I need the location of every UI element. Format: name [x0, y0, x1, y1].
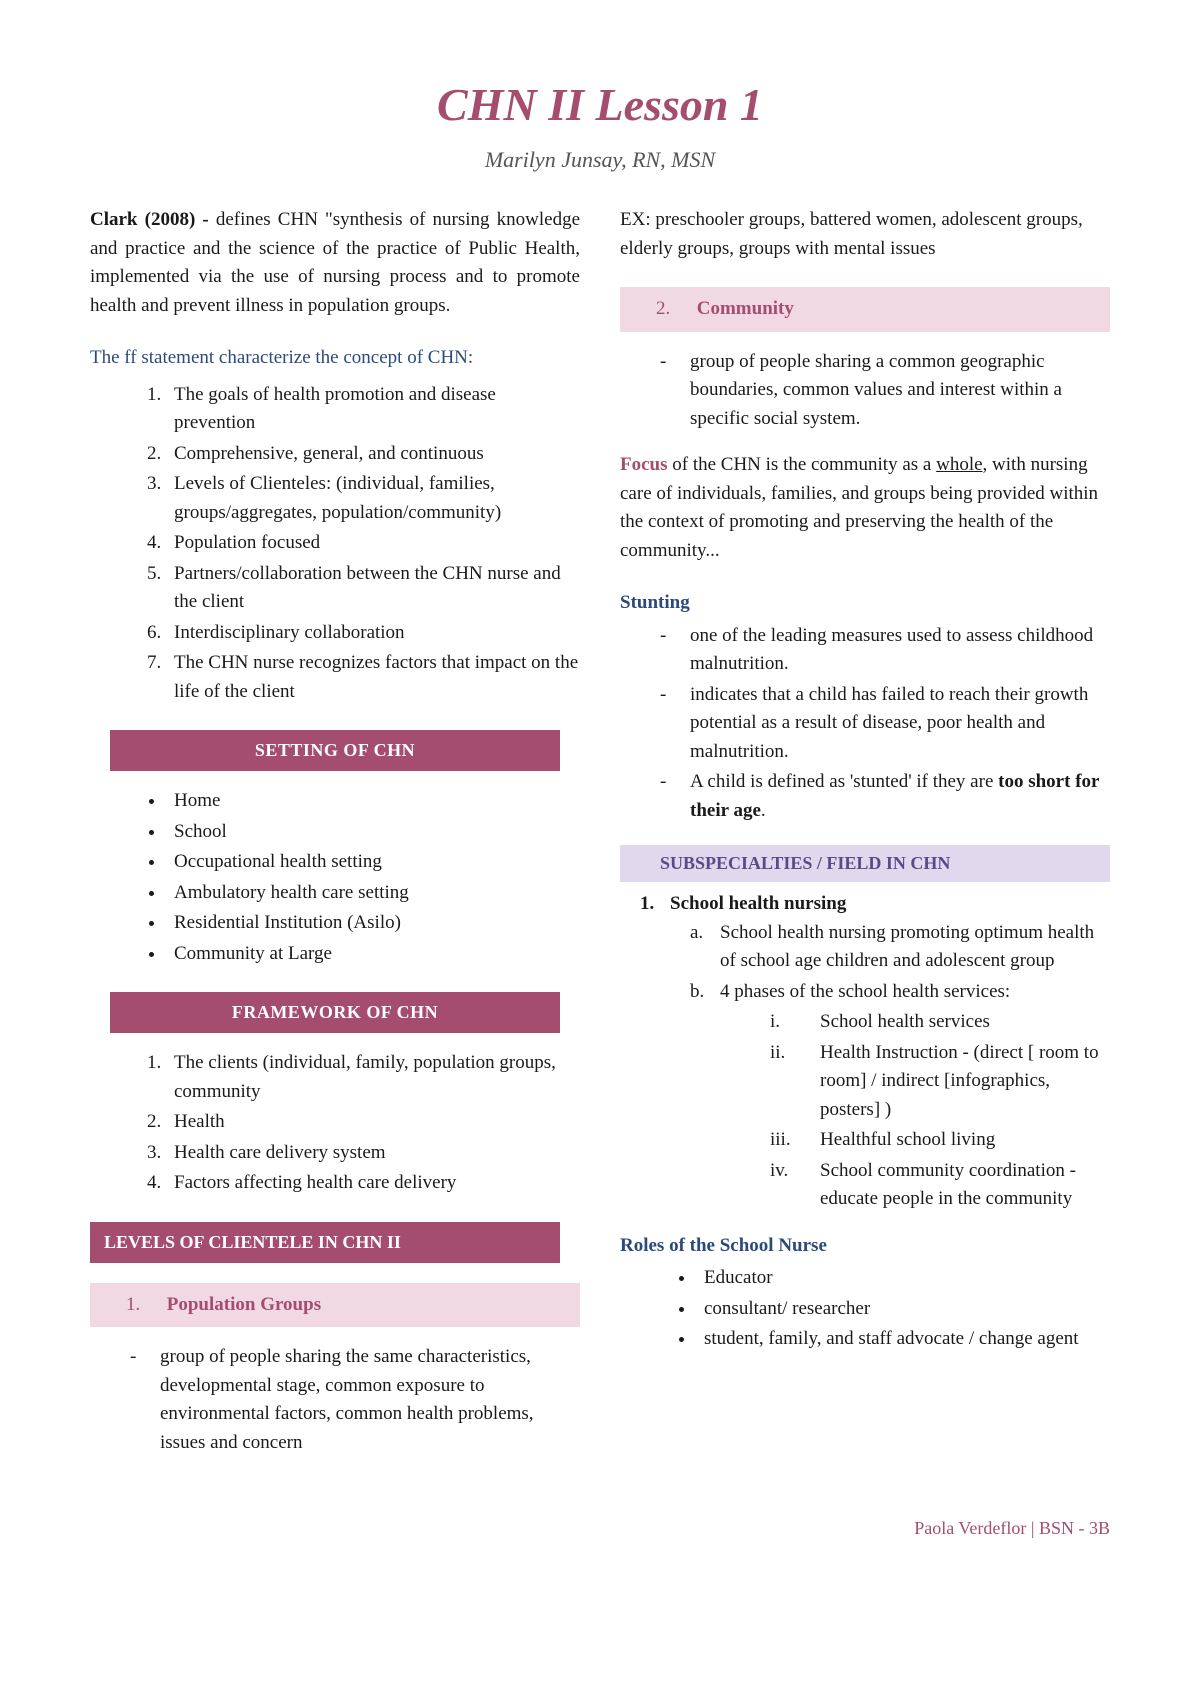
comm-num: 2. — [656, 295, 692, 324]
roman-num: iv. — [770, 1157, 820, 1214]
pop-def-list: - group of people sharing the same chara… — [90, 1343, 580, 1457]
focus-word: Focus — [620, 454, 668, 475]
concept-item: The goals of health promotion and diseas… — [166, 381, 580, 438]
concept-item: Levels of Clienteles: (individual, famil… — [166, 470, 580, 527]
roles-heading: Roles of the School Nurse — [620, 1232, 1110, 1261]
page-subtitle: Marilyn Junsay, RN, MSN — [90, 143, 1110, 176]
pop-num: 1. — [126, 1291, 162, 1320]
intro-author: Clark (2008) - — [90, 209, 216, 230]
roman-num: i. — [770, 1008, 820, 1037]
comm-label: Community — [697, 298, 794, 319]
focus-p1: of the CHN is the community as a — [668, 454, 937, 475]
concept-heading: The ff statement characterize the concep… — [90, 344, 580, 373]
subspec-label: School health nursing — [670, 890, 846, 919]
setting-item: School — [166, 818, 580, 847]
setting-item: Community at Large — [166, 940, 580, 969]
setting-item: Occupational health setting — [166, 848, 580, 877]
community-box: 2. Community — [620, 287, 1110, 332]
dash-icon: - — [660, 348, 690, 434]
right-column: EX: preschooler groups, battered women, … — [620, 206, 1110, 1475]
concept-item: Partners/collaboration between the CHN n… — [166, 560, 580, 617]
stunting-item: one of the leading measures used to asse… — [690, 622, 1110, 679]
roman-item: School community coordination - educate … — [820, 1157, 1110, 1214]
framework-item: Health — [166, 1108, 580, 1137]
comm-def-list: - group of people sharing a common geogr… — [620, 348, 1110, 434]
setting-banner: SETTING OF CHN — [110, 730, 560, 771]
stunting-item: indicates that a child has failed to rea… — [690, 681, 1110, 767]
roman-num: ii. — [770, 1039, 820, 1125]
roman-item: Healthful school living — [820, 1126, 1110, 1155]
role-item: student, family, and staff advocate / ch… — [696, 1325, 1110, 1354]
setting-item: Home — [166, 787, 580, 816]
setting-item: Residential Institution (Asilo) — [166, 909, 580, 938]
dash-icon: - — [660, 622, 690, 679]
roman-item: School health services — [820, 1008, 1110, 1037]
sub-letter: b. — [690, 978, 720, 1007]
subspec-num: 1. — [640, 890, 670, 919]
sub-b-text: 4 phases of the school health services: — [720, 978, 1110, 1007]
subspec-list: 1. School health nursing a. School healt… — [620, 890, 1110, 1214]
intro-paragraph: Clark (2008) - defines CHN "synthesis of… — [90, 206, 580, 320]
concept-item: Interdisciplinary collaboration — [166, 619, 580, 648]
focus-whole: whole — [936, 454, 982, 475]
dash-icon: - — [130, 1343, 160, 1457]
stunting-list: - one of the leading measures used to as… — [620, 622, 1110, 826]
framework-list: The clients (individual, family, populat… — [90, 1049, 580, 1198]
pop-label: Population Groups — [167, 1294, 321, 1315]
concept-list: The goals of health promotion and diseas… — [90, 381, 580, 707]
framework-item: The clients (individual, family, populat… — [166, 1049, 580, 1106]
roman-item: Health Instruction - (direct [ room to r… — [820, 1039, 1110, 1125]
dash-icon: - — [660, 768, 690, 825]
concept-item: Population focused — [166, 529, 580, 558]
columns-container: Clark (2008) - defines CHN "synthesis of… — [90, 206, 1110, 1475]
page-footer: Paola Verdeflor | BSN - 3B — [90, 1515, 1110, 1542]
concept-item: Comprehensive, general, and continuous — [166, 440, 580, 469]
sub-a-text: School health nursing promoting optimum … — [720, 919, 1110, 976]
pop-def-text: group of people sharing the same charact… — [160, 1343, 580, 1457]
framework-item: Health care delivery system — [166, 1139, 580, 1168]
setting-item: Ambulatory health care setting — [166, 879, 580, 908]
page-title: CHN II Lesson 1 — [90, 70, 1110, 139]
role-item: Educator — [696, 1264, 1110, 1293]
example-line: EX: preschooler groups, battered women, … — [620, 206, 1110, 263]
subspecialties-banner: SUBSPECIALTIES / FIELD IN CHN — [620, 845, 1110, 882]
left-column: Clark (2008) - defines CHN "synthesis of… — [90, 206, 580, 1475]
population-groups-box: 1. Population Groups — [90, 1283, 580, 1328]
dash-icon: - — [660, 681, 690, 767]
stunting-item: A child is defined as 'stunted' if they … — [690, 768, 1110, 825]
roman-num: iii. — [770, 1126, 820, 1155]
levels-banner: LEVELS OF CLIENTELE IN CHN II — [90, 1222, 560, 1263]
comm-def-text: group of people sharing a common geograp… — [690, 348, 1110, 434]
settings-list: Home School Occupational health setting … — [90, 787, 580, 968]
role-item: consultant/ researcher — [696, 1295, 1110, 1324]
framework-banner: FRAMEWORK OF CHN — [110, 992, 560, 1033]
sub-letter: a. — [690, 919, 720, 976]
framework-item: Factors affecting health care delivery — [166, 1169, 580, 1198]
roles-list: Educator consultant/ researcher student,… — [620, 1264, 1110, 1354]
focus-paragraph: Focus of the CHN is the community as a w… — [620, 451, 1110, 565]
concept-item: The CHN nurse recognizes factors that im… — [166, 649, 580, 706]
stunting-heading: Stunting — [620, 589, 1110, 618]
